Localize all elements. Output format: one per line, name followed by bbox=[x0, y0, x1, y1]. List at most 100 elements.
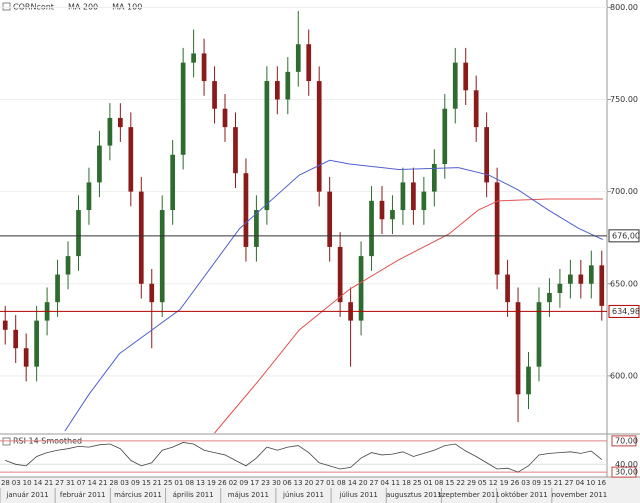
day-label: 27 bbox=[369, 479, 378, 487]
candle-body bbox=[191, 53, 196, 63]
candle-body bbox=[254, 210, 259, 247]
candle-body bbox=[463, 62, 469, 91]
day-label: 18 bbox=[402, 479, 411, 487]
candle-body bbox=[34, 320, 39, 367]
day-label: 14 bbox=[348, 479, 357, 487]
month-label: január 2011 bbox=[5, 491, 48, 499]
day-label: 16 bbox=[597, 479, 606, 487]
rsi-tick-label: 70,00 bbox=[615, 436, 638, 445]
day-label: 10 bbox=[586, 479, 595, 487]
candle-body bbox=[170, 154, 176, 211]
day-label: 23 bbox=[261, 479, 270, 487]
candle-body bbox=[149, 283, 155, 303]
candle-body bbox=[421, 191, 427, 211]
candle-body bbox=[180, 62, 186, 155]
y-tick-label: 600.00 bbox=[610, 371, 638, 380]
rsi-toggle[interactable] bbox=[2, 437, 11, 446]
candle-body bbox=[557, 283, 563, 293]
candle-body bbox=[201, 53, 207, 82]
day-label: 27 bbox=[315, 479, 324, 487]
candle-body bbox=[505, 274, 510, 303]
candle-body bbox=[473, 90, 479, 128]
day-label: 03 bbox=[12, 479, 21, 487]
day-label: 13 bbox=[294, 479, 303, 487]
day-label: 19 bbox=[207, 479, 216, 487]
candle-body bbox=[515, 302, 521, 395]
level-label-box bbox=[608, 304, 640, 318]
candle-body bbox=[86, 182, 92, 211]
day-label: 06 bbox=[283, 479, 292, 487]
y-tick-label: 700.00 bbox=[610, 187, 638, 196]
candle-body bbox=[484, 127, 490, 183]
candle-body bbox=[568, 274, 573, 284]
day-label: 03 bbox=[521, 479, 530, 487]
candle-body bbox=[274, 81, 280, 100]
candle-body bbox=[494, 182, 500, 275]
day-label: 05 bbox=[478, 479, 487, 487]
day-label: 21 bbox=[99, 479, 108, 487]
candle-body bbox=[390, 210, 395, 220]
candle-body bbox=[306, 44, 312, 82]
day-label: 26 bbox=[218, 479, 227, 487]
candle-body bbox=[295, 44, 301, 72]
y-tick-label: 800.00 bbox=[610, 3, 638, 12]
candle-body bbox=[13, 329, 19, 349]
rsi-line bbox=[5, 442, 603, 473]
level-label: 676,00 bbox=[612, 231, 640, 240]
day-label: 30 bbox=[272, 479, 281, 487]
candle-body bbox=[285, 71, 291, 100]
day-label: 29 bbox=[467, 479, 476, 487]
day-label: 09 bbox=[131, 479, 140, 487]
y-tick-label: 650.00 bbox=[610, 279, 638, 288]
candle-body bbox=[55, 274, 60, 303]
day-label: 12 bbox=[489, 479, 498, 487]
day-label: 31 bbox=[66, 479, 75, 487]
month-label: szeptember 2011 bbox=[438, 491, 500, 499]
day-label: 28 bbox=[109, 479, 118, 487]
candle-body bbox=[107, 117, 113, 146]
candle-body bbox=[369, 200, 374, 257]
candle-body bbox=[76, 210, 81, 257]
day-label: 14 bbox=[88, 479, 97, 487]
candle-body bbox=[599, 265, 605, 306]
day-label: 01 bbox=[174, 479, 183, 487]
month-label: május 2011 bbox=[228, 491, 269, 499]
candle-body bbox=[588, 265, 594, 284]
day-label: 20 bbox=[304, 479, 313, 487]
day-label: 13 bbox=[196, 479, 205, 487]
day-label: 27 bbox=[565, 479, 574, 487]
day-label: 10 bbox=[23, 479, 32, 487]
day-label: 15 bbox=[142, 479, 151, 487]
month-label: augusztus 2011 bbox=[386, 491, 442, 499]
legend-toggle[interactable] bbox=[2, 2, 11, 11]
ma-line bbox=[214, 198, 603, 434]
candle-body bbox=[358, 256, 364, 321]
day-label: 09 bbox=[239, 479, 248, 487]
candle-body bbox=[316, 81, 322, 192]
candle-body bbox=[264, 81, 270, 211]
month-label: június 2011 bbox=[282, 491, 324, 499]
day-label: 15 bbox=[543, 479, 552, 487]
candle-body bbox=[222, 108, 228, 128]
month-label: november 2011 bbox=[552, 491, 608, 499]
rsi-tick-label: 40,00 bbox=[615, 460, 638, 469]
candle-body bbox=[117, 117, 123, 128]
day-label: 17 bbox=[250, 479, 259, 487]
candle-body bbox=[159, 210, 165, 303]
day-label: 08 bbox=[337, 479, 346, 487]
candle-body bbox=[526, 366, 531, 395]
candle-body bbox=[233, 127, 238, 174]
candle-body bbox=[442, 108, 448, 164]
day-label: 28 bbox=[1, 479, 10, 487]
candle-body bbox=[379, 200, 385, 220]
candle-body bbox=[243, 173, 249, 247]
day-label: 03 bbox=[120, 479, 129, 487]
month-label: február 2011 bbox=[60, 491, 106, 499]
candle-body bbox=[23, 348, 29, 367]
day-label: 21 bbox=[554, 479, 563, 487]
day-label: 04 bbox=[380, 479, 389, 487]
day-label: 08 bbox=[435, 479, 444, 487]
rsi-tick-label: 30,00 bbox=[615, 468, 638, 477]
